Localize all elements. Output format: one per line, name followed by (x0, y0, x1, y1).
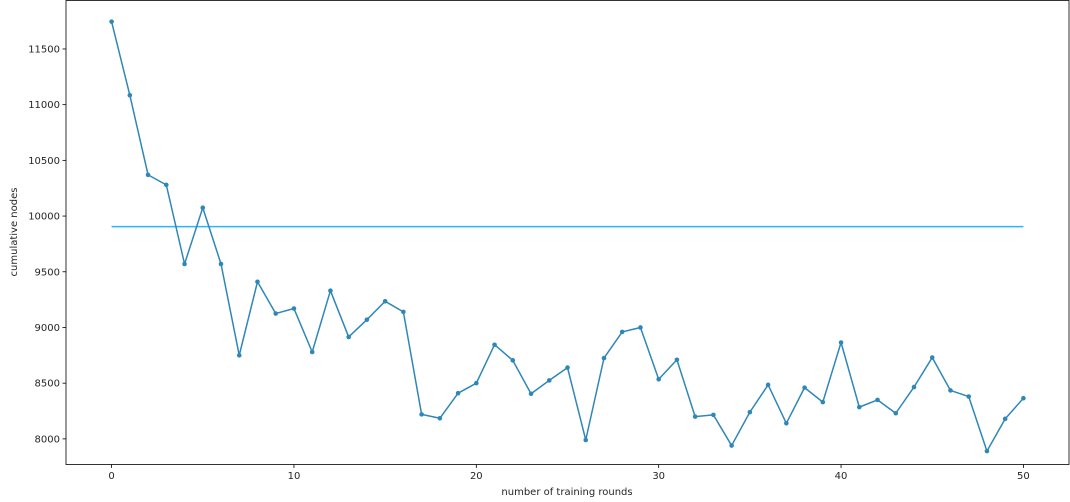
x-tick-label: 50 (1017, 471, 1030, 482)
data-point (273, 311, 279, 316)
plot-frame (65, 0, 1070, 465)
data-point (510, 358, 516, 363)
y-axis-ticks: 8000 8500 9000 9500 10000 10500 11000 11500 (28, 44, 66, 445)
x-tick-label: 10 (288, 471, 301, 482)
x-tick-label: 0 (108, 471, 114, 482)
x-tick-label: 20 (470, 471, 483, 482)
data-point (127, 92, 133, 98)
data-point (711, 412, 716, 418)
data-point (820, 399, 826, 405)
data-point (966, 394, 971, 399)
data-point (309, 349, 315, 355)
series-layer (109, 19, 1026, 454)
data-point (911, 384, 917, 390)
data-point (164, 182, 169, 188)
data-point (729, 443, 734, 448)
data-point (948, 388, 953, 393)
data-point (109, 19, 114, 24)
data-point (291, 306, 297, 311)
data-point (546, 378, 552, 383)
data-point (875, 397, 880, 403)
data-point (255, 279, 260, 285)
data-point (145, 172, 151, 178)
data-point (328, 288, 333, 294)
y-tick-label: 8500 (35, 379, 60, 390)
data-point (838, 340, 844, 345)
data-point (200, 205, 206, 211)
x-axis-label: number of training rounds (501, 487, 632, 498)
x-tick-label: 30 (652, 471, 665, 482)
y-tick-label: 11500 (28, 44, 60, 55)
data-point (528, 391, 534, 397)
series-line (110, 21, 1024, 452)
data-point (747, 409, 753, 415)
data-point (784, 420, 789, 426)
data-point (856, 404, 862, 410)
y-tick-label: 11000 (28, 100, 60, 111)
data-point (565, 365, 570, 370)
y-tick-label: 9500 (35, 267, 60, 278)
data-point (474, 380, 479, 386)
data-point (401, 309, 406, 315)
x-axis-ticks: 0 10 20 30 40 50 (108, 464, 1030, 482)
data-point (656, 376, 661, 382)
data-point (583, 437, 589, 443)
data-point (364, 317, 370, 322)
data-point (382, 298, 388, 304)
data-point (346, 334, 351, 340)
data-point (765, 382, 771, 388)
data-point (929, 355, 935, 360)
y-tick-label: 10000 (28, 212, 60, 223)
data-point (1002, 416, 1008, 422)
y-tick-label: 8000 (35, 434, 60, 445)
data-point (182, 261, 187, 267)
data-point (419, 412, 424, 417)
y-tick-label: 10500 (28, 156, 60, 167)
data-point (437, 415, 443, 421)
data-point (601, 355, 607, 361)
x-tick-label: 40 (835, 471, 848, 482)
data-point (638, 325, 643, 330)
data-point (619, 329, 625, 335)
data-point (674, 357, 680, 363)
data-point (218, 261, 224, 267)
data-point (984, 448, 990, 454)
data-point (1021, 395, 1026, 401)
y-tick-label: 9000 (35, 323, 60, 334)
y-axis-label: cumulative nodes (9, 188, 20, 277)
data-point (802, 385, 807, 390)
data-point (236, 353, 242, 358)
data-point (492, 342, 497, 348)
data-point (893, 410, 899, 416)
data-point (455, 390, 461, 396)
data-point (692, 414, 698, 419)
